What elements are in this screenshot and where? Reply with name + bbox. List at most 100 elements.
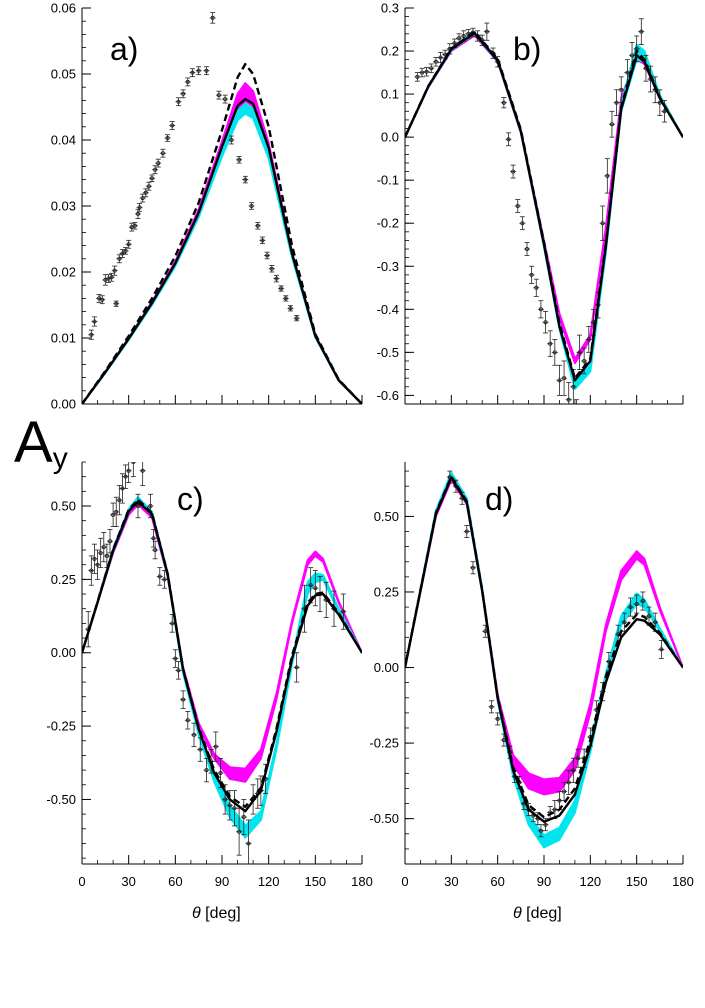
data-point — [542, 311, 549, 334]
data-point — [215, 90, 222, 100]
x-tick-label: 180 — [672, 874, 694, 889]
data-point — [488, 700, 495, 714]
y-tick-label: 0.50 — [51, 499, 76, 514]
x-tick-label: 0 — [78, 874, 85, 889]
data-point — [278, 285, 285, 292]
data-point — [273, 274, 280, 283]
point-marker — [108, 539, 113, 544]
point-marker — [640, 599, 645, 604]
point-marker — [552, 350, 557, 355]
point-marker — [148, 504, 153, 509]
point-marker — [562, 789, 567, 794]
plot-area — [405, 18, 683, 404]
data-point — [88, 555, 95, 586]
data-point — [145, 181, 152, 191]
point-marker — [92, 319, 97, 324]
point-marker — [153, 167, 158, 172]
point-marker — [525, 247, 530, 252]
point-marker — [173, 656, 178, 661]
point-marker — [313, 586, 318, 591]
point-marker — [162, 577, 167, 582]
data-point — [293, 315, 300, 322]
panel-d: -0.50 -0.25 0.00 0.25 0.50 0 30 60 90 120 150 180 d) — [369, 462, 694, 889]
point-marker — [274, 276, 279, 281]
data-point — [212, 731, 219, 762]
data-point — [282, 295, 289, 302]
point-marker — [126, 468, 131, 473]
point-marker — [135, 211, 140, 216]
data-point — [528, 265, 535, 284]
data-point — [287, 305, 294, 312]
y-tick-label: 0.3 — [381, 1, 399, 16]
data-point — [102, 274, 109, 286]
point-marker — [586, 337, 591, 342]
point-marker — [98, 550, 103, 555]
data-point — [139, 462, 146, 486]
point-marker — [577, 350, 582, 355]
data-point — [510, 164, 517, 179]
point-marker — [218, 771, 223, 776]
data-point — [142, 188, 149, 198]
point-marker — [520, 221, 525, 226]
data-point — [561, 360, 568, 396]
point-marker — [156, 161, 161, 166]
point-marker — [457, 36, 462, 41]
point-marker — [308, 583, 313, 588]
y-tick-label: 0.01 — [51, 331, 76, 346]
data-point — [574, 748, 581, 768]
data-point — [125, 462, 132, 483]
point-marker — [181, 91, 186, 96]
point-marker — [557, 378, 562, 383]
x-axis-label-left-symbol: θ — [192, 905, 201, 922]
point-marker — [112, 268, 117, 273]
data-point — [428, 63, 435, 73]
point-marker — [506, 137, 511, 142]
data-point — [519, 216, 526, 231]
data-point — [136, 202, 143, 212]
point-marker — [622, 620, 627, 625]
point-marker — [501, 100, 506, 105]
point-marker — [529, 272, 534, 277]
data-point — [242, 175, 249, 184]
data-point — [131, 222, 138, 230]
point-marker — [92, 556, 97, 561]
point-marker — [123, 474, 128, 479]
data-point — [551, 339, 558, 366]
point-marker — [176, 668, 181, 673]
x-axis-label-left: θ [deg] — [192, 905, 241, 922]
dashed-curve — [405, 475, 683, 819]
data-point — [547, 330, 554, 358]
data-point — [155, 158, 162, 168]
point-marker — [170, 123, 175, 128]
data-point — [152, 165, 159, 175]
point-marker — [255, 223, 260, 228]
point-marker — [566, 780, 571, 785]
data-point — [191, 722, 197, 748]
point-marker — [552, 807, 557, 812]
point-marker — [216, 93, 221, 98]
point-marker — [571, 768, 576, 773]
point-marker — [543, 320, 548, 325]
data-point — [99, 295, 106, 305]
point-marker — [605, 173, 610, 178]
y-tick-label: 0.04 — [51, 133, 76, 148]
point-marker — [198, 747, 203, 752]
point-marker — [429, 66, 434, 71]
data-point — [514, 199, 521, 213]
y-tick-label: 0.00 — [374, 660, 399, 675]
point-marker — [104, 553, 109, 558]
data-point — [627, 597, 634, 617]
point-marker — [294, 316, 299, 321]
y-axis-label: Ay — [14, 410, 68, 475]
point-marker — [97, 296, 102, 301]
data-point — [184, 711, 191, 730]
point-marker — [566, 397, 571, 402]
point-marker — [204, 68, 209, 73]
data-point — [414, 72, 421, 82]
point-marker — [227, 803, 232, 808]
point-marker — [165, 136, 170, 141]
point-marker — [106, 276, 111, 281]
point-marker — [653, 620, 658, 625]
data-point — [312, 570, 319, 607]
data-point — [259, 236, 266, 245]
